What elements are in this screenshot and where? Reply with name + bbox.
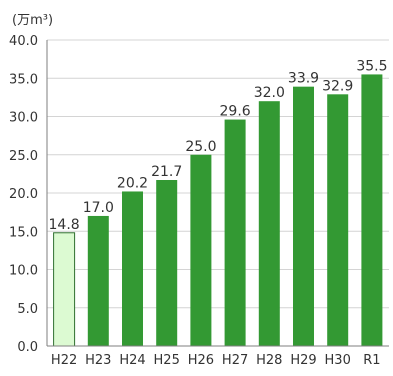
value-label: 25.0 bbox=[185, 139, 216, 155]
y-tick-label: 35.0 bbox=[9, 72, 38, 87]
bar-h25 bbox=[156, 179, 178, 346]
value-label: 17.0 bbox=[83, 200, 114, 216]
x-tick-label: H26 bbox=[188, 353, 214, 368]
y-tick-label: 5.0 bbox=[17, 302, 38, 317]
x-tick-label: R1 bbox=[363, 353, 380, 368]
value-label: 21.7 bbox=[151, 164, 182, 180]
x-tick-label: H29 bbox=[290, 353, 316, 368]
value-label: 14.8 bbox=[49, 217, 80, 233]
x-tick-label: H22 bbox=[51, 353, 77, 368]
y-tick-label: 30.0 bbox=[9, 111, 38, 126]
bars bbox=[53, 74, 383, 347]
bar-h30 bbox=[327, 94, 349, 346]
y-tick-label: 10.0 bbox=[9, 264, 38, 279]
bar-r1 bbox=[361, 74, 383, 347]
value-label: 35.5 bbox=[356, 58, 387, 74]
x-tick-label: H27 bbox=[222, 353, 248, 368]
bar-h24 bbox=[122, 191, 143, 346]
bar-h27 bbox=[224, 119, 246, 346]
y-tick-label: 15.0 bbox=[9, 225, 38, 240]
x-tick-label: H30 bbox=[325, 353, 351, 368]
unit-label: (万m³) bbox=[12, 13, 53, 28]
x-tick-label: H25 bbox=[154, 353, 180, 368]
value-label: 20.2 bbox=[117, 175, 148, 191]
bar-h29 bbox=[293, 86, 314, 346]
bar-h26 bbox=[190, 154, 212, 346]
x-tick-label: H28 bbox=[256, 353, 282, 368]
y-tick-label: 25.0 bbox=[9, 149, 38, 164]
axes bbox=[46, 40, 389, 347]
bar-h22 bbox=[53, 232, 76, 347]
value-label: 32.9 bbox=[322, 78, 353, 94]
labels: 0.0 5.0 10.0 15.0 20.0 25.0 30.0 35.0 40.0 14.8 H2… bbox=[9, 34, 387, 368]
y-tick-label: 20.0 bbox=[9, 187, 38, 202]
value-label: 29.6 bbox=[220, 104, 251, 120]
x-tick-label: H24 bbox=[119, 353, 145, 368]
value-label: 33.9 bbox=[288, 71, 319, 87]
bar-h28 bbox=[258, 101, 280, 346]
x-tick-label: H23 bbox=[85, 353, 111, 368]
y-tick-label: 40.0 bbox=[9, 34, 38, 49]
bar-h23 bbox=[87, 215, 109, 346]
value-label: 32.0 bbox=[254, 85, 285, 101]
y-tick-label: 0.0 bbox=[17, 340, 38, 355]
